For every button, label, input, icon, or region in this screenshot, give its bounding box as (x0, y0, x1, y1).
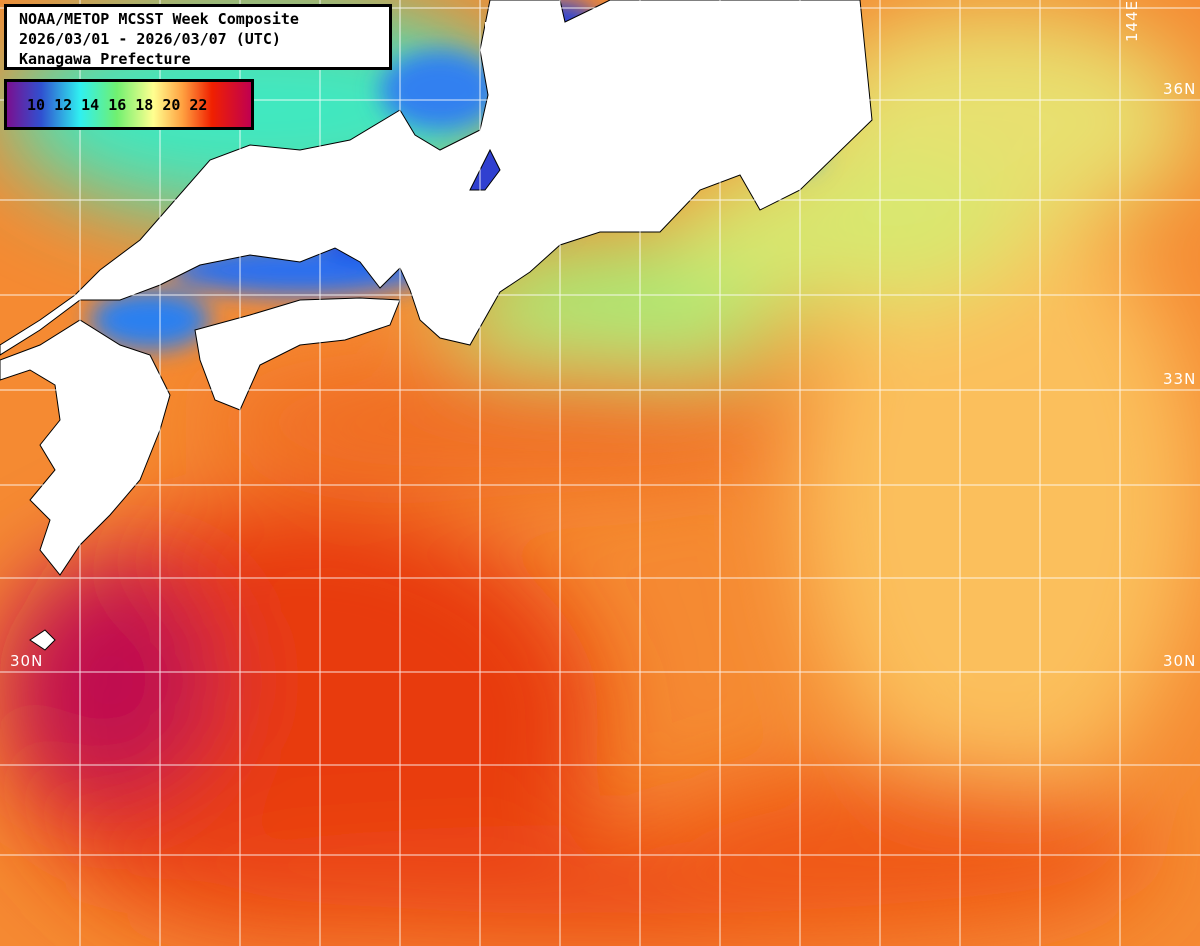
legend-tick: 20 (162, 95, 181, 114)
island (29, 629, 56, 651)
legend-tick: 12 (54, 95, 73, 114)
title-region: Kanagawa Prefecture (19, 50, 191, 68)
lat-label-33n: 33N (1163, 370, 1197, 388)
legend-tick: 10 (27, 95, 46, 114)
title-box: NOAA/METOP MCSST Week Composite 2026/03/… (4, 4, 392, 70)
legend-tick: 16 (108, 95, 127, 114)
land (0, 0, 873, 651)
lon-label-136e: 136E (482, 19, 500, 62)
lat-label-30n: 30N (1163, 652, 1197, 670)
shikoku (194, 297, 401, 411)
legend-tick: 18 (135, 95, 154, 114)
title-date-range: 2026/03/01 - 2026/03/07 (UTC) (19, 30, 281, 48)
lon-label-144e: 144E (1123, 0, 1141, 42)
legend-tick: 22 (189, 95, 208, 114)
lat-label-30n-left: 30N (10, 652, 44, 670)
title-product: NOAA/METOP MCSST Week Composite (19, 10, 299, 28)
lat-label-36n: 36N (1163, 80, 1197, 98)
color-scale-legend: 10 12 14 16 18 20 22 (4, 79, 254, 130)
legend-tick: 14 (81, 95, 100, 114)
honshu (0, 0, 873, 356)
